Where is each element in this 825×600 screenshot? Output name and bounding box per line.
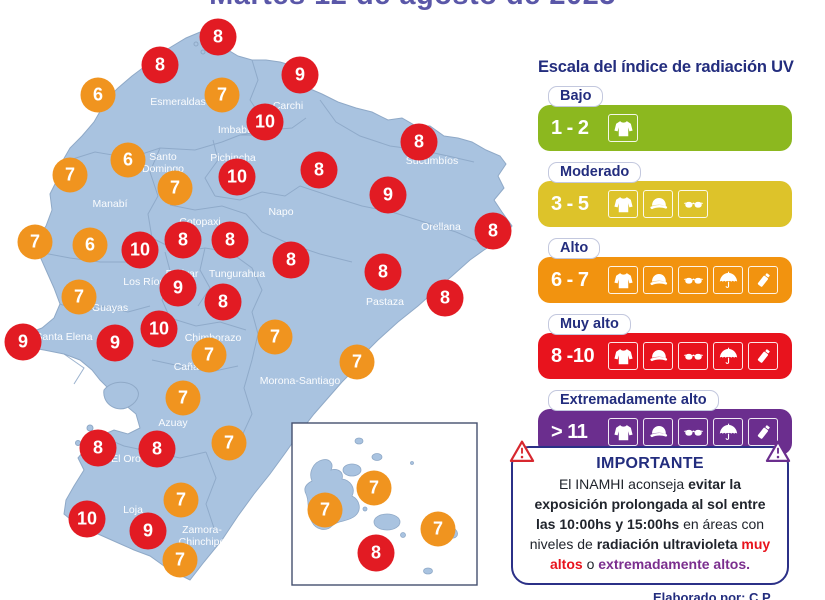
uv-category-label: Bajo xyxy=(548,86,604,107)
uv-category-bar: 1 - 2 xyxy=(538,105,792,151)
important-text: El INAMHI aconseja evitar la exposición … xyxy=(513,473,787,574)
sunscreen-icon xyxy=(748,418,778,446)
uv-category-bar: 8 -10 xyxy=(538,333,792,379)
important-text-segment: muy altos xyxy=(550,535,771,572)
shirt-icon xyxy=(608,190,638,218)
uv-scale-row: Alto 6 - 7 xyxy=(538,238,792,303)
umbrella-icon xyxy=(713,266,743,294)
sunglasses-icon xyxy=(678,418,708,446)
important-title: IMPORTANTE xyxy=(596,455,704,472)
shirt-icon xyxy=(608,266,638,294)
uv-scale-row: Muy alto 8 -10 xyxy=(538,314,792,379)
important-text-segment: El INAMHI aconseja xyxy=(558,476,689,492)
important-text-segment: en áreas con niveles de xyxy=(529,515,765,552)
uv-scale-row: Moderado 3 - 5 xyxy=(538,162,792,227)
uv-range-value: > 11 xyxy=(551,420,588,443)
galapagos-inset xyxy=(291,422,478,586)
warning-triangle-red-icon xyxy=(509,440,535,462)
uv-protection-icons xyxy=(603,190,708,218)
cap-icon xyxy=(643,418,673,446)
uv-category-bar: 3 - 5 xyxy=(538,181,792,227)
uv-range-value: 3 - 5 xyxy=(551,192,589,215)
sunglasses-icon xyxy=(678,342,708,370)
uv-range-value: 8 -10 xyxy=(551,344,595,367)
uv-category-label: Extremadamente alto xyxy=(548,390,719,411)
cap-icon xyxy=(643,342,673,370)
important-text-segment: o xyxy=(582,555,599,572)
uv-range-value: 1 - 2 xyxy=(551,116,589,139)
uv-scale-row: Bajo 1 - 2 xyxy=(538,86,792,151)
cap-icon xyxy=(643,190,673,218)
uv-category-bar: 6 - 7 xyxy=(538,257,792,303)
credit-text: Elaborado por: C.P xyxy=(653,590,771,600)
uv-protection-icons xyxy=(603,266,778,294)
cap-icon xyxy=(643,266,673,294)
uv-protection-icons xyxy=(603,114,638,142)
uv-scale-rows: Bajo 1 - 2 Moderado 3 - 5 Alto 6 - 7 Muy… xyxy=(538,86,792,455)
important-notice-box: IMPORTANTE El INAMHI aconseja evitar la … xyxy=(511,446,789,585)
umbrella-icon xyxy=(713,418,743,446)
important-text-segment: extremadamente altos. xyxy=(598,555,750,572)
important-text-segment: evitar la exposición prolongada al sol e… xyxy=(534,476,766,532)
sunglasses-icon xyxy=(678,190,708,218)
important-text-segment: radiación ultravioleta xyxy=(596,535,738,552)
uv-category-label: Muy alto xyxy=(548,314,631,335)
shirt-icon xyxy=(608,114,638,142)
uv-protection-icons xyxy=(603,418,778,446)
uv-protection-icons xyxy=(603,342,778,370)
page-title: Martes 12 de agosto de 2025 xyxy=(0,0,825,12)
shirt-icon xyxy=(608,418,638,446)
umbrella-icon xyxy=(713,342,743,370)
shirt-icon xyxy=(608,342,638,370)
warning-triangle-purple-icon xyxy=(765,440,791,462)
puna-island xyxy=(103,381,139,410)
uv-scale-legend: Escala del índice de radiación UV Bajo 1… xyxy=(538,58,794,466)
uv-category-label: Alto xyxy=(548,238,601,259)
sunscreen-icon xyxy=(748,266,778,294)
uv-scale-title: Escala del índice de radiación UV xyxy=(538,58,794,76)
uv-range-value: 6 - 7 xyxy=(551,268,589,291)
sunglasses-icon xyxy=(678,266,708,294)
uv-category-label: Moderado xyxy=(548,162,642,183)
sunscreen-icon xyxy=(748,342,778,370)
